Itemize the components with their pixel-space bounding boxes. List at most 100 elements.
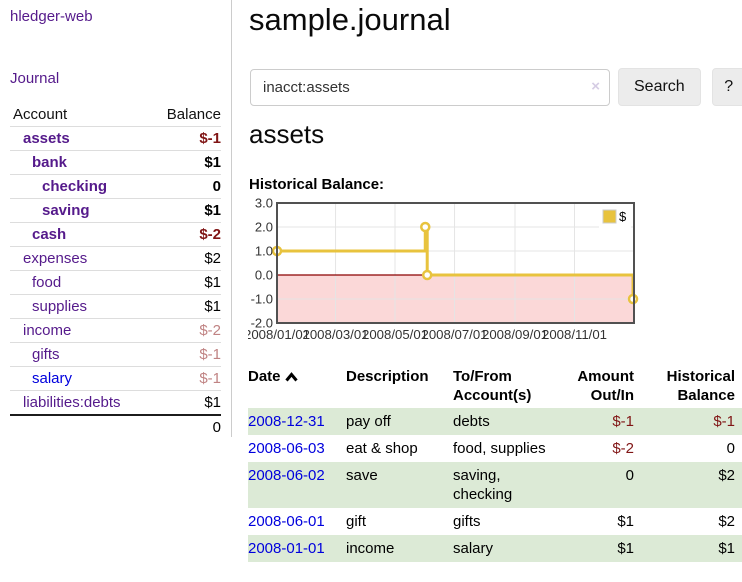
register-header-balance: Historical Balance (666, 368, 735, 404)
y-axis-tick-label: -1.0 (251, 292, 273, 307)
account-row: bank $1 (10, 150, 221, 175)
register-header-row: Date Description To/From Account(s) Amou… (248, 365, 742, 408)
account-balance: $1 (151, 150, 221, 175)
account-row: supplies $1 (10, 294, 221, 319)
transaction-amount: $1 (617, 513, 634, 530)
account-link-assets[interactable]: assets (23, 130, 70, 147)
clear-search-icon[interactable]: × (591, 77, 600, 95)
account-balance: $1 (151, 294, 221, 319)
account-link-gifts[interactable]: gifts (32, 346, 60, 363)
x-axis-tick-label: 2008/11/01 (542, 327, 607, 342)
account-link-supplies[interactable]: supplies (32, 298, 88, 315)
account-row: checking 0 (10, 174, 221, 199)
x-axis-tick-label: 2008/07/01 (422, 327, 488, 342)
y-axis-tick-label: 1.0 (255, 244, 273, 259)
chart-title: Historical Balance: (249, 176, 385, 193)
chart-canvas: 3.0 2.0 1.0 0.0 -1.0 -2.02008/01/012008/03/01… (244, 196, 639, 342)
register-row: 2008-12-31 pay off debts $-1 $-1 (248, 408, 742, 435)
account-link-liabilities-debts[interactable]: liabilities:debts (23, 394, 121, 411)
transaction-balance: $2 (718, 467, 735, 484)
page-title: sample.journal (249, 2, 451, 37)
transaction-balance: $1 (718, 540, 735, 557)
account-balance: $1 (151, 198, 221, 223)
chevron-up-icon (284, 368, 298, 387)
transaction-amount: 0 (625, 467, 634, 484)
transaction-accounts: salary (453, 540, 494, 557)
account-balance: $-1 (151, 126, 221, 151)
main-content: sample.journal × Search ? assets Histori… (244, 0, 742, 582)
legend-label: $ (619, 209, 627, 224)
account-row: food $1 (10, 270, 221, 295)
account-link-income[interactable]: income (23, 322, 72, 339)
transaction-accounts: saving, checking (453, 467, 513, 503)
transaction-date-link[interactable]: 2008-12-31 (248, 413, 325, 430)
transaction-description: income (346, 540, 395, 557)
sidebar-item-journal[interactable]: Journal (10, 70, 60, 87)
app-title-link[interactable]: hledger-web (10, 8, 93, 25)
help-button[interactable]: ? (711, 68, 742, 106)
accounts-header-account: Account (13, 106, 68, 123)
account-heading: assets (249, 119, 325, 149)
register-header-accounts: To/From Account(s) (453, 368, 532, 404)
accounts-table: Account Balance assets $-1 bank $1 check… (10, 103, 221, 439)
account-row: saving $1 (10, 198, 221, 223)
search-button[interactable]: Search (618, 68, 701, 106)
legend-color-swatch (602, 209, 617, 224)
accounts-header-balance: Balance (166, 106, 221, 123)
register-row: 2008-06-03 eat & shop food, supplies $-2… (248, 435, 742, 462)
accounts-total-row: 0 (10, 414, 221, 439)
account-row: salary $-1 (10, 366, 221, 391)
historical-balance-chart: 3.0 2.0 1.0 0.0 -1.0 -2.0 2008/01/01 2008/03/01… (244, 196, 678, 348)
accounts-total-value: 0 (151, 414, 221, 439)
register-table: Date Description To/From Account(s) Amou… (248, 365, 742, 562)
y-axis-tick-label: 3.0 (255, 196, 273, 211)
account-balance: 0 (151, 174, 221, 199)
account-balance: $2 (151, 246, 221, 271)
register-row: 2008-06-02 save saving, checking 0 $2 (248, 462, 742, 508)
x-axis-tick-label: 2008/05/01 (362, 327, 428, 342)
account-link-food[interactable]: food (32, 274, 62, 291)
account-balance: $-2 (151, 318, 221, 343)
search-input[interactable] (250, 68, 610, 106)
account-balance: $-1 (151, 342, 221, 367)
transaction-date-link[interactable]: 2008-06-03 (248, 440, 325, 457)
register-header-date[interactable]: Date (248, 365, 346, 408)
accounts-table-header: Account Balance (10, 103, 221, 127)
account-link-cash[interactable]: cash (32, 226, 67, 243)
y-axis-tick-label: 0.0 (255, 268, 273, 283)
register-row: 2008-01-01 income salary $1 $1 (248, 535, 742, 562)
transaction-balance: $-1 (713, 413, 735, 430)
data-point-marker (421, 269, 433, 281)
y-axis-tick-label: -2.0 (251, 316, 273, 331)
account-link-checking[interactable]: checking (42, 178, 108, 195)
account-link-salary[interactable]: salary (32, 370, 73, 387)
transaction-description: gift (346, 513, 367, 530)
transaction-date-link[interactable]: 2008-01-01 (248, 540, 325, 557)
transaction-accounts: food, supplies (453, 440, 546, 457)
account-balance: $-1 (151, 366, 221, 391)
transaction-amount: $-1 (612, 413, 634, 430)
search-bar: × Search ? (250, 68, 742, 106)
account-row: expenses $2 (10, 246, 221, 271)
data-point-marker (420, 221, 431, 233)
transaction-amount: $1 (617, 540, 634, 557)
account-row: liabilities:debts $1 (10, 390, 221, 415)
account-row: cash $-2 (10, 222, 221, 247)
transaction-date-link[interactable]: 2008-06-02 (248, 467, 325, 484)
account-link-saving[interactable]: saving (42, 202, 90, 219)
transaction-balance: $2 (718, 513, 735, 530)
transaction-description: save (346, 467, 378, 484)
account-row: assets $-1 (10, 126, 221, 151)
account-balance: $1 (151, 270, 221, 295)
register-row: 2008-06-01 gift gifts $1 $2 (248, 508, 742, 535)
account-balance: $-2 (151, 222, 221, 247)
x-axis-tick-label: 2008/03/01 (303, 327, 369, 342)
register-header-amount: Amount Out/In (577, 368, 634, 404)
transaction-description: pay off (346, 413, 391, 430)
transaction-date-link[interactable]: 2008-06-01 (248, 513, 325, 530)
account-balance: $1 (151, 390, 221, 415)
account-link-bank[interactable]: bank (32, 154, 68, 171)
transaction-balance: 0 (726, 440, 735, 457)
sidebar: hledger-web Journal Account Balance asse… (0, 0, 232, 439)
account-link-expenses[interactable]: expenses (23, 250, 88, 267)
